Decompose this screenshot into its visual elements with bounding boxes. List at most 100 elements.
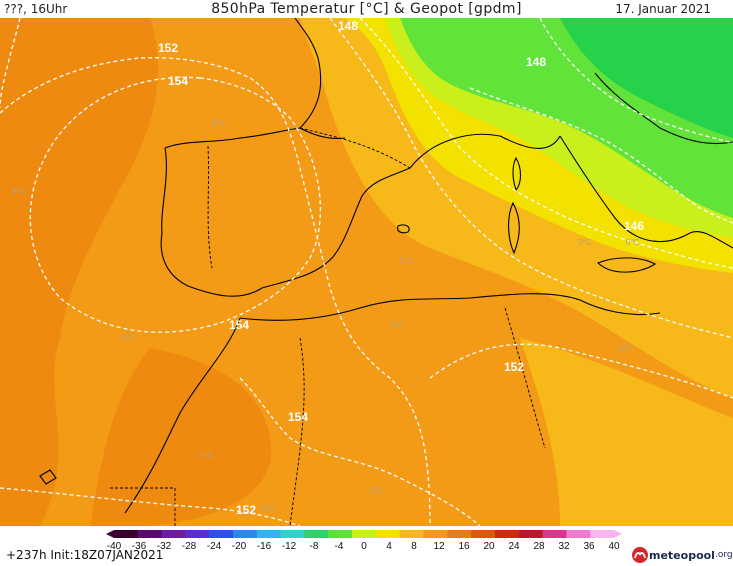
geopot-label: 152 (504, 360, 524, 374)
geopot-label: 154 (288, 410, 308, 424)
colorbar-tick-label: -8 (310, 541, 319, 550)
colorbar-swatch (328, 530, 353, 538)
colorbar-tick-label: 32 (558, 541, 570, 550)
colorbar-swatch (209, 530, 234, 538)
geopot-label: 148 (338, 19, 358, 33)
island-mallorca (397, 224, 410, 234)
colorbar-swatch (447, 530, 472, 538)
colorbar-swatch (566, 530, 591, 538)
temp-label: 3°C (400, 256, 414, 265)
colorbar-tick-label: 8 (411, 541, 417, 550)
temperature-labels: 6°C 6°C 3°C 4°C 2°C 0°C 6°C 4°C 5°C 3°C … (12, 119, 640, 513)
colorbar-arrow-left (106, 530, 114, 538)
temp-label: 6°C (212, 119, 226, 128)
temp-label: 6°C (12, 187, 26, 196)
colorbar-swatch (542, 530, 567, 538)
chart-title: 850hPa Temperatur [°C] & Geopot [gpdm] (211, 1, 522, 17)
geopot-label: 148 (526, 55, 546, 69)
temp-label: 3°C (370, 486, 384, 495)
brand-tld: .org (714, 550, 733, 560)
island-canary (39, 469, 57, 485)
valid-date: 17. Januar 2021 (615, 2, 711, 16)
colorbar-tick-label: -16 (257, 541, 272, 550)
geopot-label: 152 (158, 41, 178, 55)
run-label: ???, 16Uhr (4, 2, 68, 16)
coast-italy (559, 135, 733, 249)
temperature-region-amber-southeast (520, 338, 733, 526)
colorbar-swatch (161, 530, 186, 538)
temp-label: 4°C (262, 504, 276, 513)
colorbar-swatch (304, 530, 329, 538)
geopot-label: 146 (624, 219, 644, 233)
geopot-label: 154 (168, 74, 188, 88)
island-sicily (596, 257, 657, 273)
colorbar-tick-label: 20 (483, 541, 495, 550)
colorbar-tick-label: 24 (508, 541, 520, 550)
colorbar-tick-label: -12 (282, 541, 297, 550)
colorbar-tick-label: -36 (132, 541, 147, 550)
isohypse-152-south (429, 343, 733, 399)
geopot-label: 152 (236, 503, 256, 517)
colorbar-tick-label: 0 (361, 541, 367, 550)
border-france-spain (299, 127, 411, 169)
colorbar-swatch (233, 530, 258, 538)
temp-label: 5°C (200, 451, 214, 460)
colorbar: -40 -36 -32 -28 -24 -20 -16 -12 -8 -4 0 4 8 12 16 20 24 2… (106, 530, 622, 550)
isohypse-148 (359, 18, 733, 269)
temp-label: 6°C (122, 333, 136, 342)
coast-adriatic (594, 72, 733, 145)
colorbar-swatch (518, 530, 544, 538)
isohypse-144 (539, 18, 733, 144)
temp-label: 0°C (626, 238, 640, 247)
colorbar-swatch (352, 530, 377, 538)
colorbar-swatches (106, 530, 622, 538)
colorbar-tick-label: -4 (335, 541, 344, 550)
coastlines (39, 18, 733, 514)
island-corsica (512, 156, 522, 192)
init-label: +237h Init:18Z07JAN2021 (6, 548, 164, 562)
temperature-region-southwest (90, 348, 272, 526)
colorbar-swatch (471, 530, 496, 538)
colorbar-swatch (375, 530, 401, 538)
temperature-region-bright-green (560, 18, 733, 138)
border-western-sahara (110, 487, 176, 526)
colorbar-tick-label: -40 (107, 541, 122, 550)
colorbar-tick-label: 12 (433, 541, 445, 550)
colorbar-swatch (185, 530, 210, 538)
isohypse-154-low (29, 76, 321, 333)
map-area: 152 154 148 148 146 154 152 154 152 6°C … (0, 18, 733, 526)
country-borders (110, 127, 546, 526)
colorbar-swatch (423, 530, 448, 538)
colorbar-tick-label: 36 (583, 541, 595, 550)
brand-logo[interactable]: meteopool .org (631, 545, 733, 565)
coast-biscay (164, 127, 346, 149)
isohypse-154-south (239, 377, 481, 526)
border-spain-portugal (207, 145, 213, 269)
footer: -40 -36 -32 -28 -24 -20 -16 -12 -8 -4 0 4 8 12 16 20 24 2… (0, 526, 733, 566)
colorbar-tick-label: -20 (232, 541, 247, 550)
colorbar-tick-label: -32 (157, 541, 172, 550)
border-algeria-tunisia (504, 307, 546, 449)
colorbar-arrow-right (614, 530, 622, 538)
colorbar-swatch (256, 530, 282, 538)
isohypse-152-southwest (0, 487, 301, 526)
coast-france-atlantic (294, 18, 322, 129)
border-morocco-algeria (289, 337, 305, 526)
isohypse-150 (329, 18, 733, 339)
geopotential-labels: 152 154 148 148 146 154 152 154 152 (158, 19, 644, 517)
colorbar-tick-label: -24 (207, 541, 222, 550)
colorbar-tick-label: 28 (533, 541, 545, 550)
colorbar-swatch (399, 530, 425, 538)
geopot-label: 154 (229, 318, 249, 332)
meteopool-logo-icon (632, 547, 648, 563)
coast-morocco-atlantic (124, 317, 241, 514)
colorbar-tick-label: 40 (608, 541, 620, 550)
coast-gulf-of-lion (409, 133, 561, 169)
colorbar-tick-label: 16 (458, 541, 470, 550)
coast-portugal (160, 147, 189, 287)
colorbar-swatch (137, 530, 163, 538)
colorbar-swatch (590, 530, 615, 538)
isohypse-1 (0, 18, 21, 109)
coast-spain-med (187, 167, 411, 297)
